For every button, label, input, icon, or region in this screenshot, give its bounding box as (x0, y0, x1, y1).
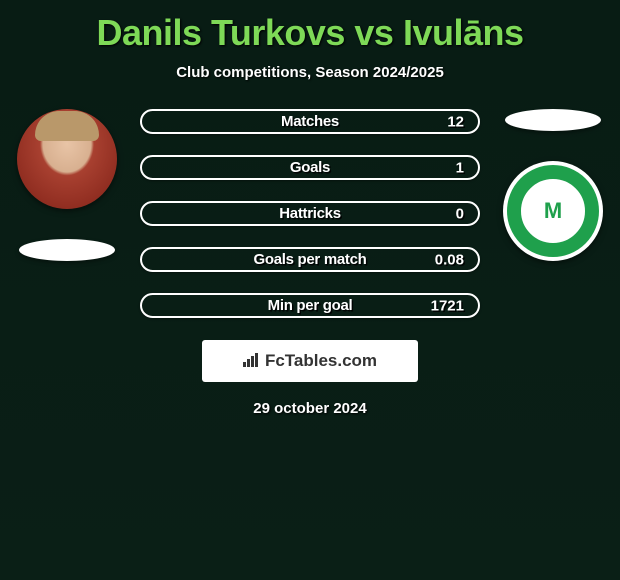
player-avatar-left (17, 109, 117, 209)
club-logo-right: M (503, 161, 603, 261)
right-name-oval (505, 109, 601, 131)
left-name-oval (19, 239, 115, 261)
stat-label: Goals (290, 159, 330, 176)
comparison-content: Matches 12 Goals 1 Hattricks 0 Goals per… (0, 109, 620, 318)
stat-pill: Min per goal 1721 (140, 293, 480, 318)
stat-label: Hattricks (279, 205, 341, 222)
footer-brand-badge: FcTables.com (202, 340, 418, 382)
comparison-date: 29 october 2024 (0, 400, 620, 417)
stat-pill: Hattricks 0 (140, 201, 480, 226)
left-player-column (12, 109, 122, 261)
stat-pill: Goals per match 0.08 (140, 247, 480, 272)
stat-label: Min per goal (268, 297, 353, 314)
stat-label: Matches (281, 113, 339, 130)
comparison-title: Danils Turkovs vs Ivulāns (0, 0, 620, 54)
avatar-hair-shape (35, 111, 99, 141)
chart-icon (243, 353, 261, 372)
stat-value-right: 0.08 (435, 251, 464, 268)
right-player-column: M (498, 109, 608, 261)
stat-value-right: 0 (456, 205, 464, 222)
stat-value-right: 1 (456, 159, 464, 176)
stat-value-right: 12 (447, 113, 464, 130)
comparison-subtitle: Club competitions, Season 2024/2025 (0, 64, 620, 81)
club-logo-letter: M (530, 188, 576, 234)
stat-pill: Goals 1 (140, 155, 480, 180)
stat-label: Goals per match (253, 251, 366, 268)
stats-pill-list: Matches 12 Goals 1 Hattricks 0 Goals per… (140, 109, 480, 318)
footer-brand-text: FcTables.com (265, 351, 377, 371)
stat-pill: Matches 12 (140, 109, 480, 134)
stat-value-right: 1721 (431, 297, 464, 314)
